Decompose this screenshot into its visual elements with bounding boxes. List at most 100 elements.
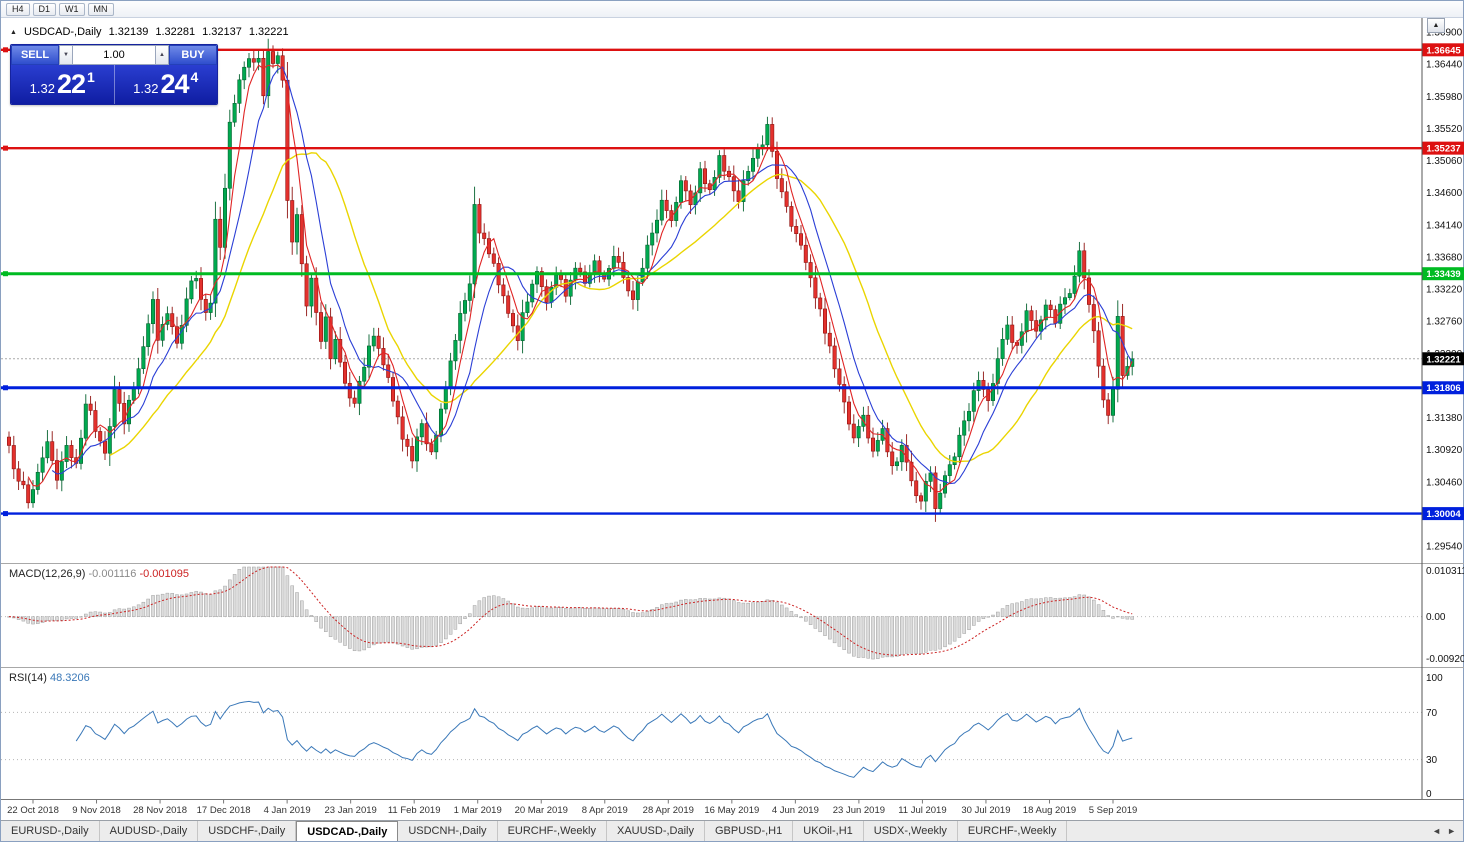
svg-text:1.29540: 1.29540 xyxy=(1426,542,1463,553)
svg-text:4 Jun 2019: 4 Jun 2019 xyxy=(772,805,819,816)
ohlc-open: 1.32139 xyxy=(109,26,149,38)
hline-handle[interactable] xyxy=(3,146,8,151)
svg-text:8 Apr 2019: 8 Apr 2019 xyxy=(582,805,628,816)
ohlc-close: 1.32221 xyxy=(249,26,289,38)
scroll-up-button[interactable]: ▲ xyxy=(1427,18,1445,33)
timeframe-button-w1[interactable]: W1 xyxy=(59,3,85,16)
chart-symbol-label: USDCAD-,Daily xyxy=(24,26,102,38)
volume-decrease-button[interactable]: ▼ xyxy=(59,45,73,65)
svg-text:1.34140: 1.34140 xyxy=(1426,220,1463,231)
svg-text:16 May 2019: 16 May 2019 xyxy=(704,805,759,816)
svg-text:23 Jan 2019: 23 Jan 2019 xyxy=(325,805,377,816)
svg-text:11 Jul 2019: 11 Jul 2019 xyxy=(898,805,946,816)
tab-ukoil-h1[interactable]: UKOil-,H1 xyxy=(793,821,864,841)
ma-22-line[interactable] xyxy=(110,153,1132,462)
tab-gbpusd-h1[interactable]: GBPUSD-,H1 xyxy=(705,821,793,841)
svg-text:4 Jan 2019: 4 Jan 2019 xyxy=(264,805,311,816)
svg-text:1.35060: 1.35060 xyxy=(1426,156,1463,167)
buy-button[interactable]: BUY xyxy=(169,45,217,65)
hline-handle[interactable] xyxy=(3,271,8,276)
tab-usdchf-daily[interactable]: USDCHF-,Daily xyxy=(198,821,296,841)
timeframe-button-mn[interactable]: MN xyxy=(88,3,114,16)
svg-text:1.36645: 1.36645 xyxy=(1426,45,1461,56)
svg-text:1.31806: 1.31806 xyxy=(1426,383,1460,394)
macd-name: MACD(12,26,9) xyxy=(9,568,85,580)
volume-increase-button[interactable]: ▲ xyxy=(155,45,169,65)
svg-text:1.34600: 1.34600 xyxy=(1426,188,1463,199)
buy-price-pips: 24 xyxy=(160,69,188,100)
price-scale[interactable]: 1.369001.364401.359801.355201.350601.346… xyxy=(1,17,1464,800)
rsi-name: RSI(14) xyxy=(9,672,47,684)
sell-button[interactable]: SELL xyxy=(11,45,59,65)
one-click-trading-widget: SELL ▼ ▲ BUY 1.32 22 1 1.32 24 4 xyxy=(10,44,218,105)
svg-text:1.35980: 1.35980 xyxy=(1426,92,1463,103)
macd-main-value: -0.001116 xyxy=(88,568,136,580)
sell-price[interactable]: 1.32 22 1 xyxy=(11,65,114,104)
hline-handle[interactable] xyxy=(3,47,8,52)
svg-text:1 Mar 2019: 1 Mar 2019 xyxy=(454,805,502,816)
timeframe-button-d1[interactable]: D1 xyxy=(33,3,57,16)
svg-text:-0.009203: -0.009203 xyxy=(1426,654,1464,665)
svg-text:0.00: 0.00 xyxy=(1426,612,1446,623)
hline-handle[interactable] xyxy=(3,385,8,390)
ohlc-high: 1.32281 xyxy=(155,26,195,38)
svg-text:1.30460: 1.30460 xyxy=(1426,477,1463,488)
tab-eurchf-weekly[interactable]: EURCHF-,Weekly xyxy=(498,821,607,841)
tab-usdx-weekly[interactable]: USDX-,Weekly xyxy=(864,821,958,841)
svg-text:1.31380: 1.31380 xyxy=(1426,413,1463,424)
tab-usdcnh-daily[interactable]: USDCNH-,Daily xyxy=(398,821,497,841)
hline-handle[interactable] xyxy=(3,511,8,516)
tab-scroll-left-icon[interactable]: ◄ xyxy=(1432,826,1441,836)
buy-price[interactable]: 1.32 24 4 xyxy=(115,65,218,104)
macd-pane xyxy=(1,567,1422,659)
chart-title: ▲ USDCAD-,Daily 1.32139 1.32281 1.32137 … xyxy=(10,26,289,38)
trade-prices-row: 1.32 22 1 1.32 24 4 xyxy=(11,65,217,104)
svg-text:23 Jun 2019: 23 Jun 2019 xyxy=(833,805,885,816)
sell-price-pips: 22 xyxy=(57,69,85,100)
ma-5-line[interactable] xyxy=(28,65,1132,492)
macd-signal-value: -0.001095 xyxy=(139,568,189,580)
timeframe-button-h4[interactable]: H4 xyxy=(6,3,30,16)
svg-text:100: 100 xyxy=(1426,673,1443,684)
macd-label: MACD(12,26,9) -0.001116 -0.001095 xyxy=(9,568,189,580)
svg-text:1.33439: 1.33439 xyxy=(1426,269,1460,280)
svg-text:30 Jul 2019: 30 Jul 2019 xyxy=(961,805,1010,816)
tab-audusd-daily[interactable]: AUDUSD-,Daily xyxy=(100,821,199,841)
svg-text:9 Nov 2018: 9 Nov 2018 xyxy=(72,805,121,816)
svg-text:1.33680: 1.33680 xyxy=(1426,252,1463,263)
svg-text:18 Aug 2019: 18 Aug 2019 xyxy=(1023,805,1076,816)
tab-scroll-arrows: ◄ ► xyxy=(1425,821,1463,841)
tab-eurchf-weekly[interactable]: EURCHF-,Weekly xyxy=(958,821,1067,841)
svg-text:0: 0 xyxy=(1426,789,1432,800)
date-axis[interactable]: 22 Oct 2018 9 Nov 2018 28 Nov 2018 17 Dec 2… xyxy=(7,800,1137,817)
svg-text:30: 30 xyxy=(1426,755,1438,766)
svg-text:28 Apr 2019: 28 Apr 2019 xyxy=(643,805,694,816)
rsi-value: 48.3206 xyxy=(50,672,90,684)
buy-price-point: 4 xyxy=(191,69,199,85)
svg-text:28 Nov 2018: 28 Nov 2018 xyxy=(133,805,187,816)
svg-text:11 Feb 2019: 11 Feb 2019 xyxy=(388,805,441,816)
svg-text:17 Dec 2018: 17 Dec 2018 xyxy=(197,805,251,816)
svg-text:22 Oct 2018: 22 Oct 2018 xyxy=(7,805,59,816)
svg-text:1.35237: 1.35237 xyxy=(1426,144,1460,155)
svg-text:20 Mar 2019: 20 Mar 2019 xyxy=(515,805,568,816)
svg-text:1.32760: 1.32760 xyxy=(1426,317,1463,328)
ohlc-low: 1.32137 xyxy=(202,26,242,38)
volume-input[interactable] xyxy=(73,45,155,65)
svg-text:1.33220: 1.33220 xyxy=(1426,285,1463,296)
svg-text:1.35520: 1.35520 xyxy=(1426,124,1463,135)
tab-scroll-right-icon[interactable]: ► xyxy=(1447,826,1456,836)
main-pane[interactable] xyxy=(1,39,1422,522)
tab-eurusd-daily[interactable]: EURUSD-,Daily xyxy=(1,821,100,841)
rsi-label: RSI(14) 48.3206 xyxy=(9,672,90,684)
buy-price-base: 1.32 xyxy=(133,81,158,96)
tab-xauusd-daily[interactable]: XAUUSD-,Daily xyxy=(607,821,705,841)
tab-usdcad-daily[interactable]: USDCAD-,Daily xyxy=(296,821,398,841)
svg-text:70: 70 xyxy=(1426,708,1438,719)
chart-marker-icon: ▲ xyxy=(10,29,17,36)
